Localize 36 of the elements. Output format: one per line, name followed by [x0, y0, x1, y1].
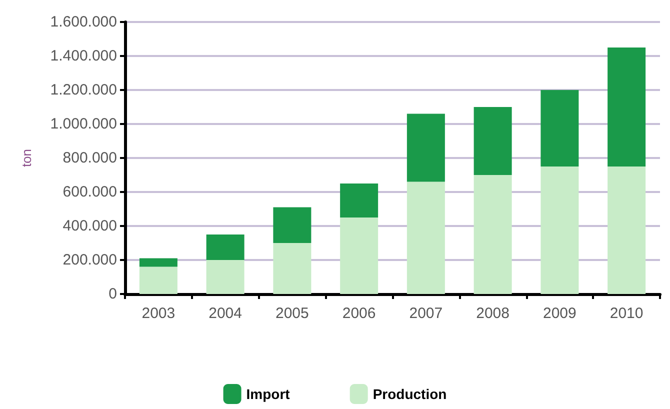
x-tick-label: 2003 [142, 305, 176, 322]
bar [474, 175, 512, 294]
y-tick-label: 400.000 [62, 218, 117, 234]
bar [540, 90, 579, 166]
bar [340, 218, 378, 294]
bar [608, 48, 646, 166]
x-tick-label: 2008 [476, 305, 510, 322]
bar [540, 166, 579, 294]
bar [474, 107, 512, 175]
y-tick-label: 600.000 [62, 184, 117, 200]
y-tick-label: 0 [108, 286, 117, 302]
y-tick-label: 1.200.000 [50, 82, 117, 98]
bar [340, 184, 378, 218]
x-tick-label: 2007 [409, 305, 443, 322]
x-tick-label: 2004 [208, 305, 242, 322]
x-tick-label: 2010 [610, 305, 644, 322]
bar [608, 166, 646, 294]
x-tick-label: 2005 [276, 305, 309, 322]
bar [273, 207, 312, 243]
bar [139, 266, 178, 294]
bar [206, 260, 244, 294]
legend-label: Import [246, 386, 290, 402]
bar [139, 258, 178, 267]
y-tick-label: 1.600.000 [50, 14, 117, 30]
x-tick-label: 2006 [342, 305, 376, 322]
bar [206, 234, 244, 260]
x-tick-label: 2009 [543, 305, 576, 322]
y-tick-label: 800.000 [62, 150, 117, 166]
y-tick-label: 1.400.000 [50, 48, 117, 64]
y-tick-label: 1.000.000 [50, 116, 117, 132]
bar [406, 114, 445, 182]
y-tick-label: 200.000 [62, 252, 117, 268]
legend-label: Production [372, 386, 447, 402]
bar [273, 243, 312, 294]
y-axis-title: ton [19, 148, 34, 168]
bar [406, 182, 445, 294]
